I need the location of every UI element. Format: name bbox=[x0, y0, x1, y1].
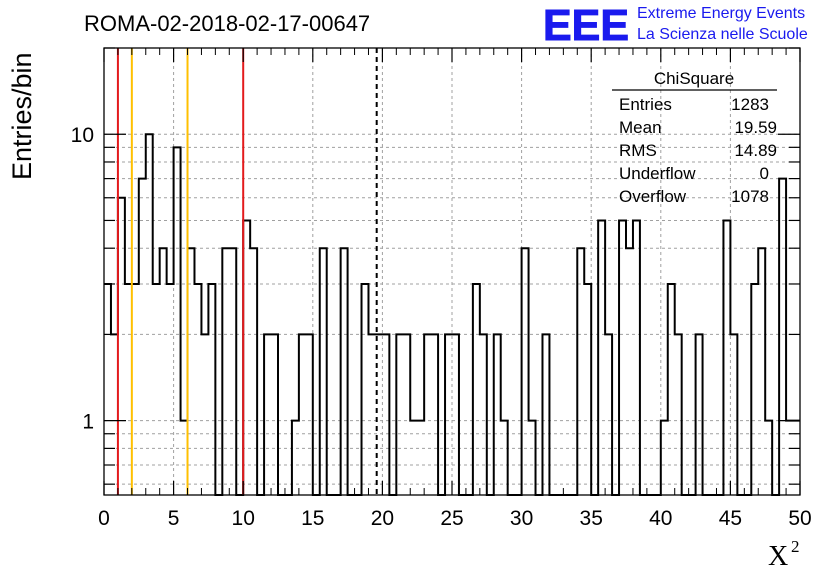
stats-label: Overflow bbox=[619, 187, 687, 206]
logo-line2: La Scienza nelle Scuole bbox=[637, 26, 808, 43]
x-tick-label: 50 bbox=[788, 507, 811, 530]
stats-label: Mean bbox=[619, 118, 662, 137]
stats-value: 19.59 bbox=[734, 118, 777, 137]
x-tick-label: 20 bbox=[371, 507, 394, 530]
logo-line1: Extreme Energy Events bbox=[637, 5, 805, 22]
stats-value: 0 bbox=[760, 164, 769, 183]
x-tick-label: 5 bbox=[168, 507, 180, 530]
y-tick-label: 1 bbox=[82, 411, 94, 434]
stats-label: RMS bbox=[619, 141, 657, 160]
stats-value: 14.89 bbox=[734, 141, 777, 160]
y-axis-label: Entries/bin bbox=[7, 52, 37, 180]
reference-lines bbox=[116, 48, 378, 495]
x-tick-label: 0 bbox=[98, 507, 110, 530]
stats-value: 1283 bbox=[731, 95, 769, 114]
histogram-outline bbox=[104, 133, 800, 496]
x-tick-label: 40 bbox=[649, 507, 672, 530]
x-tick-label: 35 bbox=[580, 507, 603, 530]
y-tick-label: 10 bbox=[71, 124, 94, 147]
x-axis-label: X 2 bbox=[768, 537, 800, 572]
x-tick-label: 25 bbox=[440, 507, 463, 530]
x-tick-label: 15 bbox=[301, 507, 324, 530]
stats-label: Entries bbox=[619, 95, 672, 114]
eee-logo: EEE Extreme Energy Events La Scienza nel… bbox=[543, 1, 808, 51]
chart-title: ROMA-02-2018-02-17-00647 bbox=[84, 11, 370, 36]
logo-mark: EEE bbox=[543, 1, 629, 50]
stats-box: ChiSquare Entries 1283 Mean 19.59 RMS 14… bbox=[612, 69, 777, 206]
x-tick-label: 10 bbox=[232, 507, 255, 530]
x-axis-label-base: X bbox=[768, 541, 788, 572]
axis-ticks: 0 5 10 15 20 25 30 35 40 45 50 1 10 bbox=[71, 47, 812, 530]
x-axis-label-sup: 2 bbox=[791, 537, 800, 556]
stats-value: 1078 bbox=[731, 187, 769, 206]
stats-label: Underflow bbox=[619, 164, 696, 183]
x-tick-label: 30 bbox=[510, 507, 533, 530]
stats-name: ChiSquare bbox=[654, 69, 734, 88]
histogram-bars bbox=[104, 133, 800, 496]
x-tick-label: 45 bbox=[719, 507, 742, 530]
